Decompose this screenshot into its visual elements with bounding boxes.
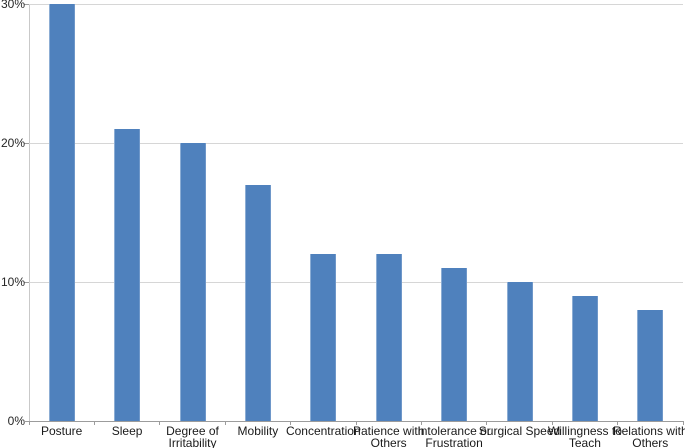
y-axis-line [29,4,30,421]
bar-mobility [244,184,271,421]
y-axis-label: 10% [0,275,25,289]
y-axis-label: 30% [0,0,25,11]
x-axis-tick [617,421,619,425]
category-label: Mobility [237,424,279,438]
x-axis-tick [290,421,292,425]
bar-posture [48,4,75,421]
y-axis-tick [24,142,29,144]
y-axis-tick [24,281,29,283]
y-axis-label: 20% [0,136,25,150]
category-label: Patience with Others [353,424,425,448]
x-axis-tick [486,421,488,425]
x-axis-tick [224,421,226,425]
category-label: Willingness to Teach [547,424,622,448]
category-label: Surgical Speed [478,424,561,438]
x-axis-tick [28,421,30,425]
x-axis-tick [355,421,357,425]
category-label: Degree of Irritability [166,424,219,448]
bar-patience-with-others [375,254,402,421]
bar-intolerance-or-frustration [441,268,468,421]
y-axis-label: 0% [7,414,25,428]
x-axis-tick [420,421,422,425]
category-label: Concentration [285,424,361,438]
category-label: Relations with Others [612,424,685,448]
bar-concentration [310,254,337,421]
category-label: Sleep [111,424,143,438]
x-axis-tick [682,421,684,425]
x-axis-tick [93,421,95,425]
category-label: Posture [41,424,83,438]
gridline-20 [29,142,683,144]
x-axis-line [24,421,683,422]
bar-degree-of-irritability [179,143,206,421]
gridline-10 [29,281,683,283]
bar-surgical-speed [506,282,533,421]
x-axis-tick [159,421,161,425]
bar-willingness-to-teach [571,295,598,421]
gridline-30 [29,3,683,5]
bar-sleep [114,129,141,421]
bar-relations-with-others [637,309,664,421]
x-axis-tick [551,421,553,425]
y-axis-tick [24,3,29,5]
category-label: Intolerance or Frustration [417,424,491,448]
